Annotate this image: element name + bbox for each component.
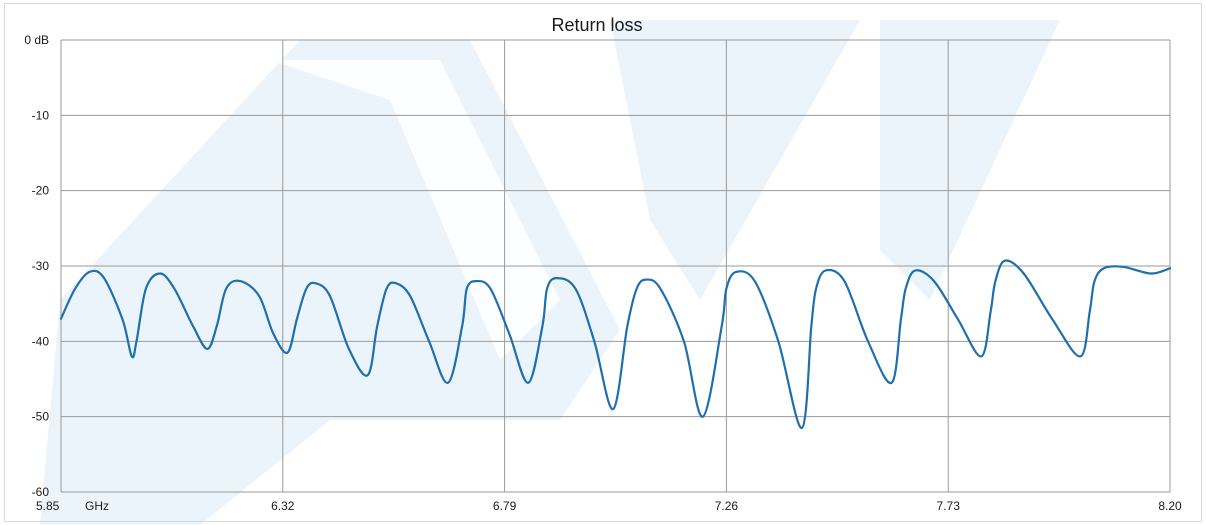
x-tick-label: 6.79 bbox=[493, 499, 517, 513]
x-unit-label: GHz bbox=[85, 499, 109, 513]
x-tick-label: 6.32 bbox=[271, 499, 295, 513]
x-tick-label: 8.20 bbox=[1158, 499, 1182, 513]
axes: 5.85 6.32 6.79 7.26 7.73 8.20 GHz 0 dB -10 -20 -30… bbox=[24, 33, 1182, 513]
return-loss-series-line bbox=[59, 259, 1172, 430]
y-tick-label: -20 bbox=[32, 184, 50, 198]
y-tick-label: 0 dB bbox=[24, 33, 49, 47]
x-tick-label: 7.73 bbox=[937, 499, 961, 513]
y-tick-label: -60 bbox=[32, 485, 50, 499]
y-tick-label: -30 bbox=[32, 259, 50, 273]
y-tick-label: -40 bbox=[32, 334, 50, 348]
logo-watermark bbox=[40, 20, 1060, 525]
x-tick-label: 7.26 bbox=[715, 499, 739, 513]
x-tick-label: 5.85 bbox=[36, 499, 60, 513]
chart-title: Return loss bbox=[551, 15, 642, 35]
y-tick-label: -50 bbox=[32, 410, 50, 424]
chart-frame bbox=[4, 3, 1202, 522]
series-layer bbox=[59, 259, 1172, 430]
grid bbox=[60, 39, 1171, 493]
y-tick-label: -10 bbox=[32, 108, 50, 122]
